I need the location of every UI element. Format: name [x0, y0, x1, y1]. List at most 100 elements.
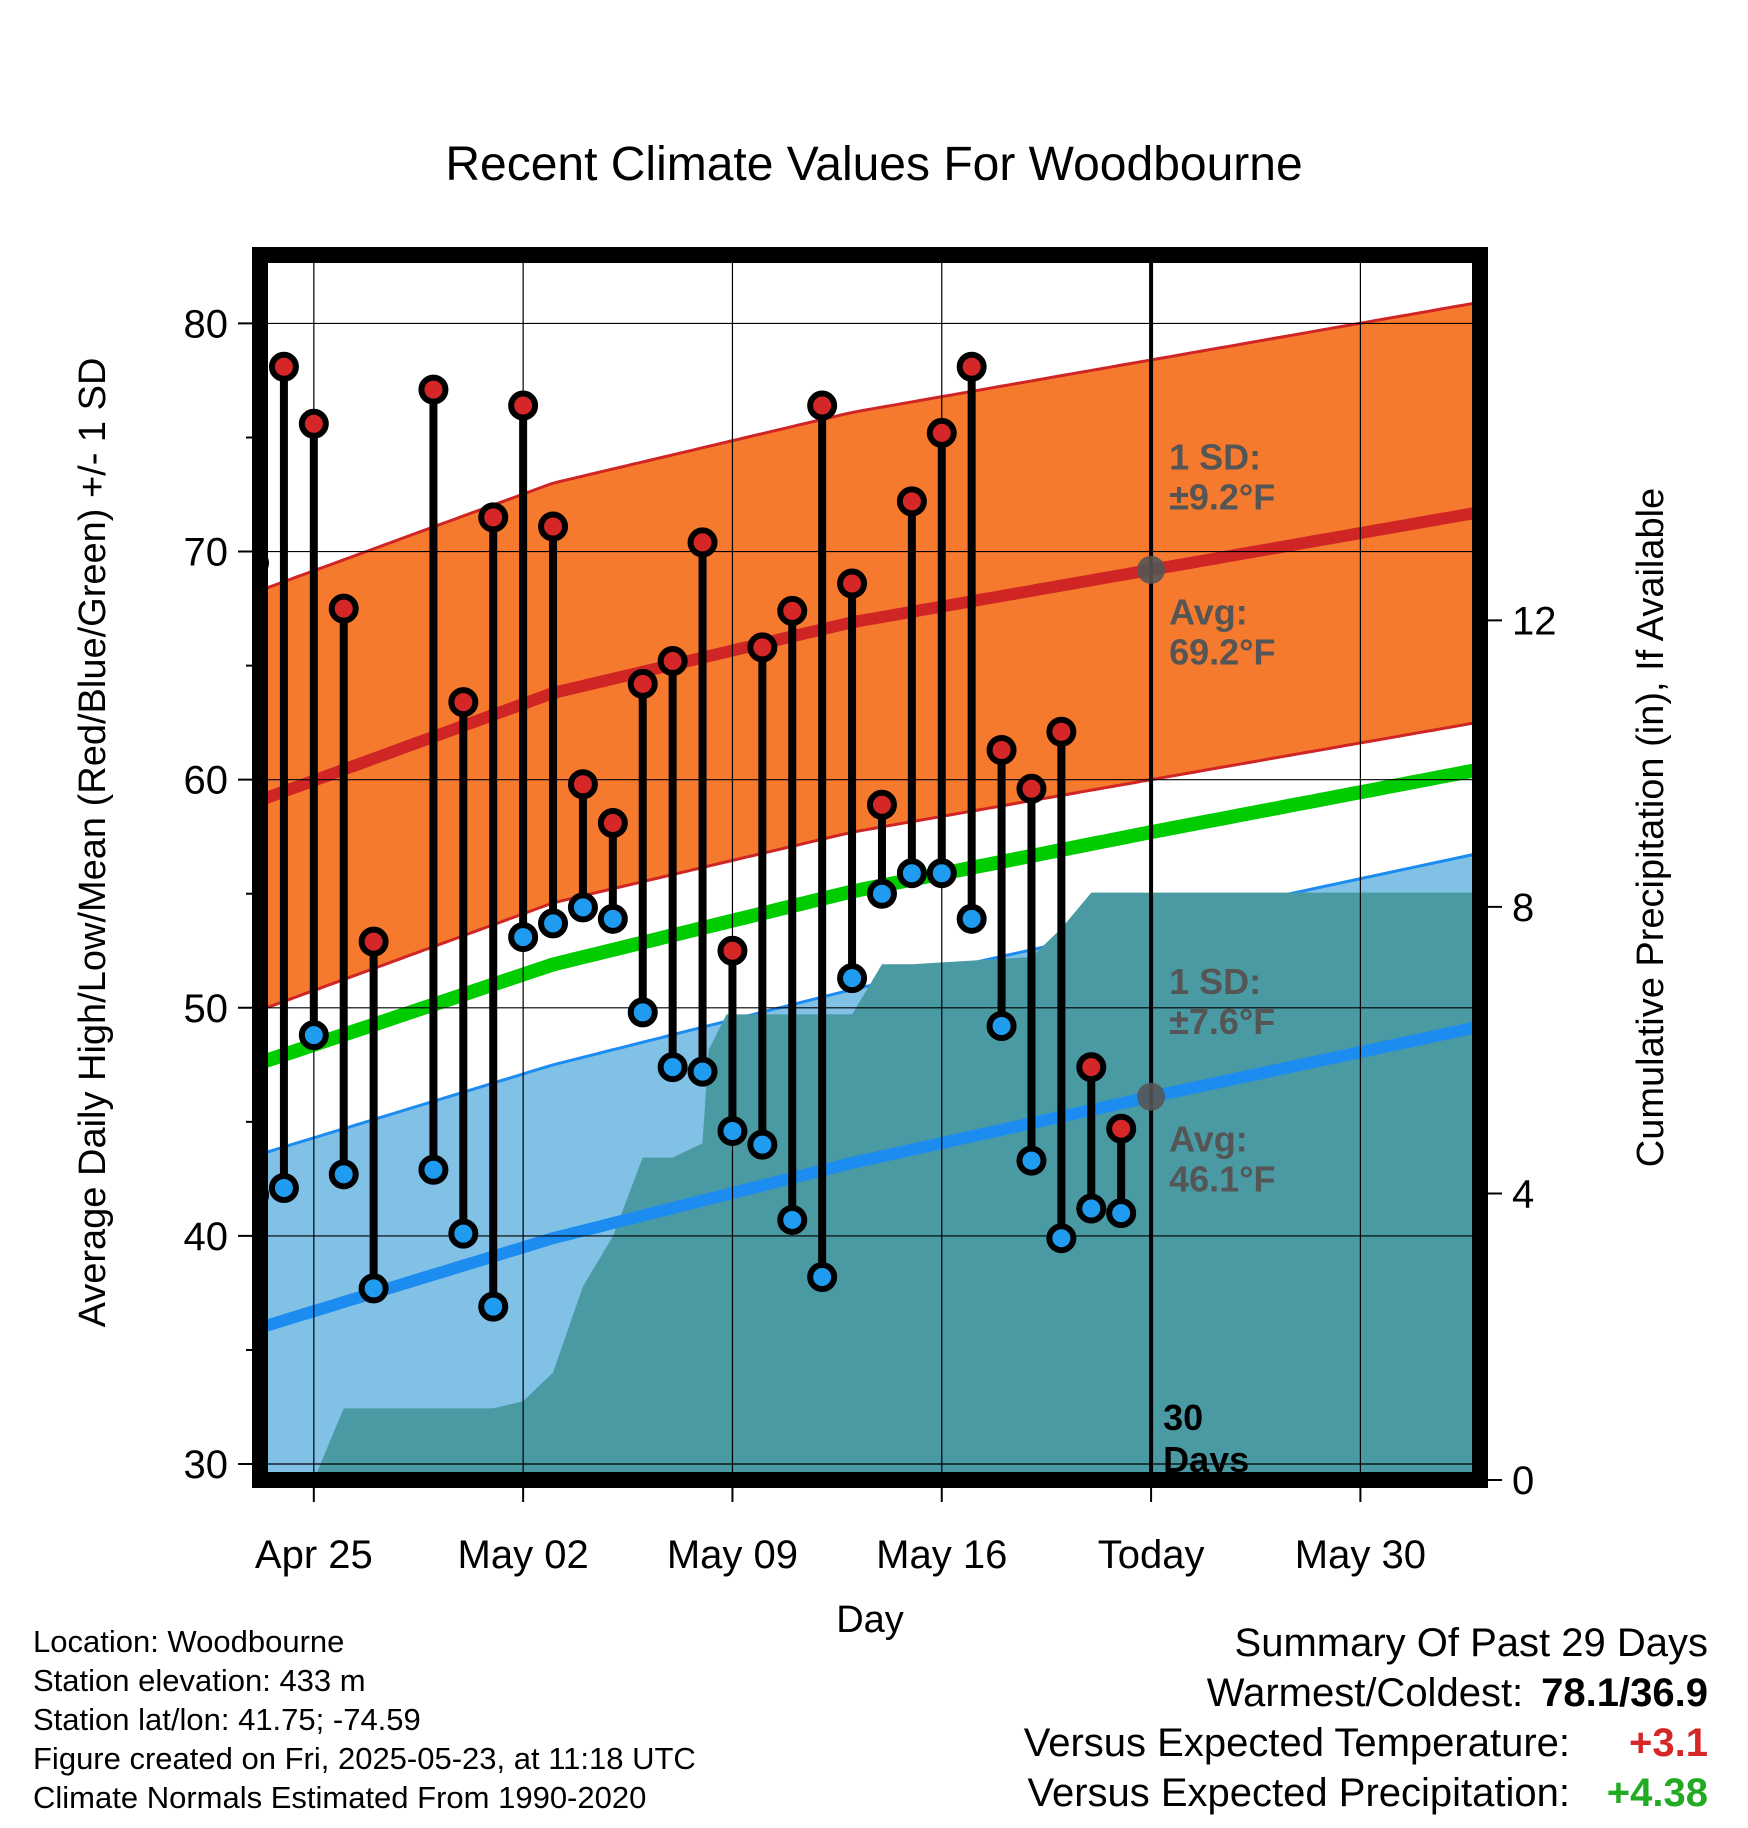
daily-high-point [896, 486, 927, 517]
x-tick-label: May 30 [1295, 1533, 1426, 1577]
x-tick-label: May 09 [667, 1533, 798, 1577]
daily-high-point [837, 568, 868, 599]
precip-departure-row: Versus Expected Precipitation: +4.38 [1024, 1768, 1708, 1818]
y-tick-label: 60 [184, 759, 229, 803]
daily-high-point [597, 808, 628, 839]
x-tick-label: May 02 [458, 1533, 589, 1577]
daily-high-point [1016, 773, 1047, 804]
chart-title: Recent Climate Values For Woodbourne [445, 138, 1302, 191]
daily-high-point [1046, 716, 1077, 747]
daily-high-point [657, 646, 688, 677]
daily-low-point [328, 1159, 359, 1190]
y-tick-label: 40 [184, 1215, 229, 1259]
daily-high-point [478, 502, 509, 533]
high-sd-upper-line [260, 301, 1479, 592]
daily-high-point [448, 687, 479, 718]
daily-low-point [448, 1218, 479, 1249]
daily-high-point [298, 408, 329, 439]
high-avg-label: Avg: 69.2°F [1169, 592, 1275, 673]
summary-panel: Summary Of Past 29 Days Warmest/Coldest:… [1024, 1618, 1708, 1818]
daily-low-point [986, 1011, 1017, 1042]
y-tick-label: 80 [184, 302, 229, 346]
low-avg-label: Avg: 46.1°F [1169, 1119, 1275, 1200]
today-low-avg-marker [1137, 1082, 1166, 1111]
elevation-text: Station elevation: 433 m [33, 1663, 366, 1698]
daily-high-point [986, 735, 1017, 766]
daily-low-point [298, 1020, 329, 1051]
daily-low-point [268, 1173, 299, 1204]
y-tick-label: 30 [184, 1443, 229, 1487]
y2-tick-label: 12 [1512, 599, 1557, 643]
daily-low-point [896, 858, 927, 889]
daily-low-point [657, 1052, 688, 1083]
high-sd-band [260, 302, 1479, 1011]
x-axis-label: Day [836, 1599, 904, 1641]
daily-low-point [747, 1129, 778, 1160]
daily-high-point [1076, 1052, 1107, 1083]
daily-low-point [1106, 1198, 1137, 1229]
daily-high-point [687, 527, 718, 558]
daily-high-point [747, 632, 778, 663]
daily-high-point [956, 351, 987, 382]
daily-high-point [538, 511, 569, 542]
high-sd-label: 1 SD: ±9.2°F [1169, 436, 1275, 517]
x-tick-label: Today [1098, 1533, 1205, 1577]
y-tick-label: 50 [184, 987, 229, 1031]
daily-high-point [508, 390, 539, 421]
daily-low-point [597, 903, 628, 934]
daily-low-point [508, 922, 539, 953]
y2-axis-label: Cumulative Precipitation (in), If Availa… [1630, 488, 1672, 1167]
low-avg-line [260, 1020, 1480, 1334]
daily-low-point [687, 1056, 718, 1087]
daily-low-point [956, 903, 987, 934]
low-sd-label: 1 SD: ±7.6°F [1169, 961, 1275, 1042]
today-high-avg-marker [1137, 555, 1166, 584]
temp-departure-label: Versus Expected Temperature: [1023, 1721, 1570, 1765]
y2-tick-label: 4 [1512, 1172, 1534, 1216]
plot-frame [252, 247, 1488, 1488]
daily-high-point [567, 769, 598, 800]
daily-low-point [1046, 1223, 1077, 1254]
normals-text: Climate Normals Estimated From 1990-2020 [33, 1780, 647, 1815]
daily-high-point [328, 593, 359, 624]
latlon-text: Station lat/lon: 41.75; -74.59 [33, 1702, 421, 1737]
daily-high-point [807, 390, 838, 421]
daily-low-point [777, 1204, 808, 1235]
daily-low-point [538, 908, 569, 939]
daily-high-point [1106, 1113, 1137, 1144]
y-tick-label: 70 [184, 531, 229, 575]
daily-low-point [1076, 1193, 1107, 1224]
daily-low-point [478, 1291, 509, 1322]
plot-area: 1 SD: ±9.2°F Avg: 69.2°F 1 SD: ±7.6°F Avg: 46.1… [260, 255, 1480, 1480]
daily-low-point [807, 1261, 838, 1292]
warmest-coldest-row: Warmest/Coldest: 78.1/36.9 [1024, 1668, 1708, 1718]
daily-high-point [418, 374, 449, 405]
daily-low-point [717, 1115, 748, 1146]
daily-high-point [627, 668, 658, 699]
daily-high-point [866, 789, 897, 820]
daily-high-point [777, 595, 808, 626]
daily-low-point [418, 1154, 449, 1185]
y2-tick-label: 0 [1512, 1459, 1534, 1503]
daily-low-point [627, 997, 658, 1028]
daily-low-point [567, 892, 598, 923]
daily-low-point [866, 878, 897, 909]
daily-high-point [926, 417, 957, 448]
x-tick-label: Apr 25 [255, 1533, 373, 1577]
daily-high-point [358, 926, 389, 957]
cumulative-precip-area [313, 892, 1480, 1480]
daily-low-point [1016, 1145, 1047, 1176]
y2-tick-label: 8 [1512, 886, 1534, 930]
x-tick-label: May 16 [876, 1533, 1007, 1577]
daily-high-point [717, 935, 748, 966]
station-info: Location: Woodbourne Station elevation: … [33, 1622, 696, 1817]
daily-low-point [926, 858, 957, 889]
daily-high-point [268, 351, 299, 382]
precip-departure-value: +4.38 [1606, 1771, 1708, 1815]
y-axis-label: Average Daily High/Low/Mean (Red/Blue/Gr… [72, 358, 114, 1328]
temp-departure-row: Versus Expected Temperature: +3.1 [1024, 1718, 1708, 1768]
warmest-coldest-label: Warmest/Coldest: [1206, 1671, 1524, 1715]
created-text: Figure created on Fri, 2025-05-23, at 11… [33, 1741, 696, 1776]
warmest-coldest-value: 78.1/36.9 [1541, 1671, 1708, 1715]
